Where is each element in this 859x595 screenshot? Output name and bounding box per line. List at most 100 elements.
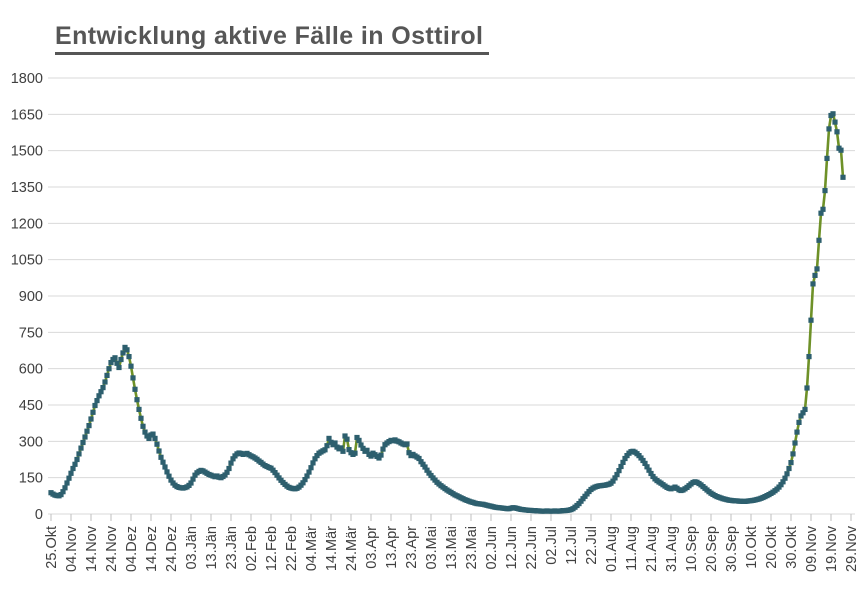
y-axis-tick-label: 300	[19, 434, 43, 450]
x-axis-tick-label: 23.Jän	[224, 526, 240, 570]
x-axis-tick-label: 19.Nov	[824, 525, 840, 572]
series-marker	[814, 266, 820, 272]
x-axis-tick-label: 04.Dez	[124, 526, 140, 572]
x-axis-tick-label: 14.Mär	[324, 526, 340, 571]
series-marker	[622, 455, 628, 462]
x-axis-tick-label: 14.Nov	[84, 525, 100, 572]
series-marker	[224, 469, 230, 475]
x-axis-tick-label: 25.Okt	[44, 526, 60, 569]
series-marker	[824, 155, 830, 161]
series-marker	[94, 398, 100, 404]
series-marker	[838, 147, 844, 153]
series-marker	[90, 409, 96, 415]
series-marker	[166, 473, 172, 479]
series-marker	[308, 465, 314, 471]
series-marker	[406, 450, 412, 456]
x-axis-tick-label: 02.Jun	[484, 526, 500, 570]
series-marker	[614, 471, 620, 478]
y-axis-tick-label: 1650	[11, 107, 43, 123]
series-marker	[300, 480, 306, 486]
series-marker	[804, 385, 810, 391]
series-marker	[154, 441, 160, 447]
series-marker	[60, 489, 66, 495]
series-marker	[80, 439, 86, 446]
x-axis-tick-label: 04.Nov	[64, 525, 80, 572]
series-marker	[142, 429, 148, 435]
series-marker	[834, 129, 840, 135]
series-marker	[360, 445, 366, 451]
series-marker	[72, 461, 78, 467]
series-marker	[304, 473, 310, 479]
x-axis-tick-label: 03.Mai	[424, 526, 440, 570]
series-marker	[784, 471, 790, 477]
x-axis-tick-label: 11.Aug	[624, 526, 640, 571]
series-marker	[778, 482, 784, 488]
series-marker	[780, 479, 786, 485]
x-axis-labels: 25.Okt 04.Nov 14.Nov 24.Nov 04.Dez 14.Dez 24.D…	[44, 525, 859, 572]
series-marker	[116, 364, 122, 371]
x-axis-tick-label: 20.Okt	[764, 526, 780, 569]
grid-lines	[48, 77, 855, 515]
x-axis-tick-label: 23.Apr	[404, 526, 420, 569]
series-marker	[796, 419, 802, 425]
x-axis-tick-label: 10.Sep	[684, 526, 700, 572]
series-marker	[326, 435, 332, 441]
series-marker	[134, 397, 140, 403]
series-marker	[66, 475, 72, 481]
series-marker	[86, 423, 92, 429]
series-marker	[812, 272, 818, 278]
y-axis-tick-label: 1200	[11, 216, 43, 232]
x-axis-tick-label: 22.Jun	[524, 526, 540, 570]
series-marker	[356, 437, 362, 443]
series-marker	[322, 447, 328, 453]
series-marker	[306, 469, 312, 475]
series-marker	[58, 492, 64, 498]
series-marker	[354, 434, 360, 441]
x-axis-tick-label: 03.Apr	[364, 526, 380, 569]
series-marker	[222, 472, 228, 478]
x-axis-tick-label: 24.Nov	[104, 525, 120, 572]
series-marker	[786, 465, 792, 472]
series-marker	[808, 317, 814, 323]
series-marker	[274, 472, 280, 478]
x-axis-tick-label: 01.Aug	[604, 526, 620, 572]
series-marker	[228, 460, 234, 466]
x-axis-tick-label: 13.Mai	[444, 526, 460, 570]
x-axis-tick-label: 29.Nov	[844, 525, 859, 572]
series-marker	[620, 459, 626, 465]
series-marker	[152, 435, 158, 441]
series-marker	[344, 436, 350, 442]
series-marker	[92, 402, 98, 409]
series-marker	[140, 423, 146, 429]
series-marker	[118, 356, 124, 363]
data-series	[48, 111, 846, 514]
series-marker	[826, 126, 832, 132]
series-marker	[818, 210, 824, 216]
series-marker	[840, 174, 846, 180]
series-marker	[368, 453, 374, 459]
x-axis-tick-label: 23.Mai	[464, 526, 480, 570]
series-marker	[342, 433, 348, 439]
series-marker	[104, 372, 110, 378]
y-axis-tick-label: 900	[19, 289, 43, 305]
series-marker	[96, 393, 102, 399]
series-marker	[226, 465, 232, 472]
y-axis-tick-label: 1050	[11, 253, 43, 269]
series-marker	[158, 454, 164, 460]
x-axis-tick-label: 03.Jän	[184, 526, 200, 570]
series-marker	[338, 445, 344, 451]
series-marker	[332, 440, 338, 446]
series-marker	[832, 119, 838, 125]
series-marker	[84, 428, 90, 434]
series-marker	[108, 360, 114, 366]
series-marker	[378, 452, 384, 458]
series-marker	[88, 416, 94, 422]
x-axis-tick-label: 02.Jul	[544, 526, 560, 565]
series-marker	[788, 460, 794, 466]
series-marker	[68, 470, 74, 476]
series-marker	[76, 451, 82, 457]
series-marker	[162, 464, 168, 470]
series-marker	[106, 366, 112, 372]
series-marker	[640, 457, 646, 464]
